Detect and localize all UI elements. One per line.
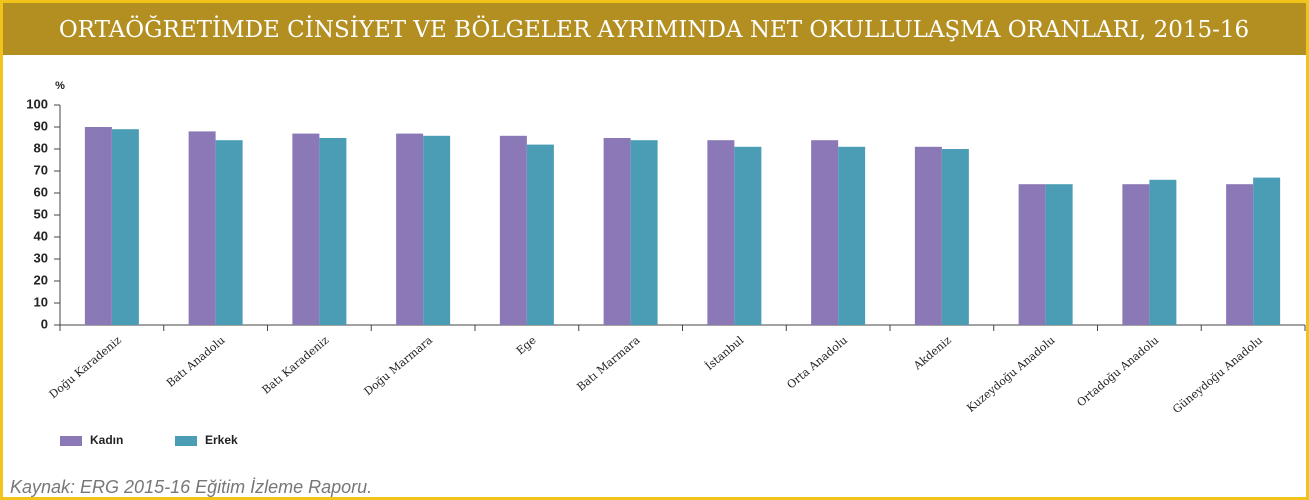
bar: [630, 140, 658, 325]
bar: [292, 133, 320, 325]
y-tick-label: 30: [34, 250, 48, 265]
bar: [1226, 184, 1254, 325]
bar: [1149, 179, 1177, 325]
y-tick-label: 90: [34, 118, 48, 133]
source: Kaynak: ERG 2015-16 Eğitim İzleme Raporu…: [10, 477, 372, 497]
bar: [838, 146, 866, 325]
bar: [319, 138, 347, 325]
legend-swatch: [60, 436, 82, 446]
bar: [215, 140, 243, 325]
y-tick-label: 100: [26, 96, 48, 111]
y-axis-label: %: [55, 80, 65, 92]
bar: [707, 140, 735, 325]
y-tick-label: 0: [41, 316, 48, 331]
bar: [526, 144, 554, 325]
y-tick-label: 50: [34, 206, 48, 221]
bar: [111, 129, 139, 325]
y-tick-label: 20: [34, 272, 48, 287]
y-tick-label: 60: [34, 184, 48, 199]
y-tick-label: 70: [34, 162, 48, 177]
bar: [1122, 184, 1150, 325]
bar: [811, 140, 839, 325]
bar: [914, 146, 942, 325]
bar: [734, 146, 762, 325]
bar: [941, 149, 969, 325]
bar: [1253, 177, 1281, 325]
bar: [188, 131, 216, 325]
bar: [1018, 184, 1046, 325]
legend-swatch: [175, 436, 197, 446]
chart-title: ORTAÖĞRETİMDE CİNSİYET VE BÖLGELER AYRIM…: [59, 16, 1249, 43]
legend-label: Kadın: [90, 433, 123, 447]
bar: [396, 133, 424, 325]
y-tick-label: 40: [34, 228, 48, 243]
legend-label: Erkek: [205, 433, 238, 447]
bar: [499, 135, 527, 325]
title-bar: [3, 3, 1306, 55]
bar: [603, 138, 631, 325]
y-tick-label: 80: [34, 140, 48, 155]
bar: [84, 127, 112, 325]
bar: [423, 135, 451, 325]
y-tick-label: 10: [34, 294, 48, 309]
bar: [1045, 184, 1073, 325]
